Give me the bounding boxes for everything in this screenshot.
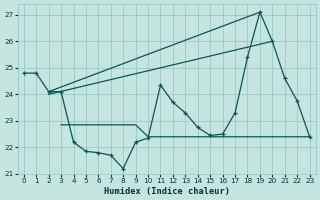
X-axis label: Humidex (Indice chaleur): Humidex (Indice chaleur) bbox=[104, 187, 230, 196]
